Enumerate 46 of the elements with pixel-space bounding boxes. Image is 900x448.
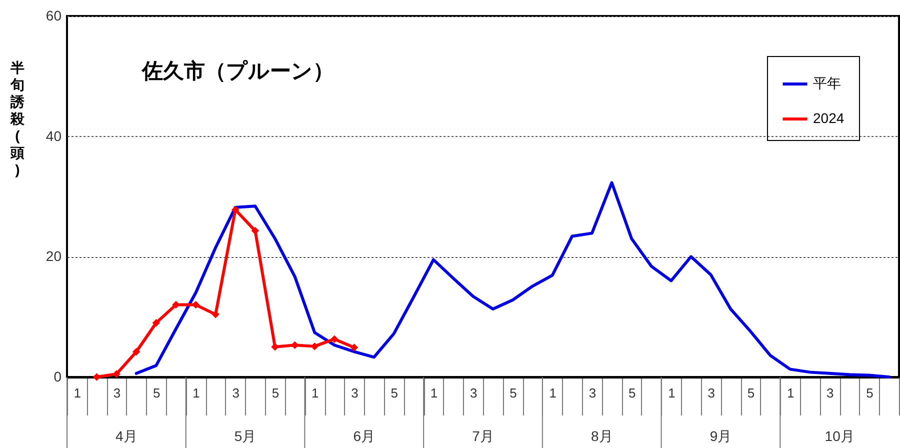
point [350, 344, 358, 352]
x-tick-label: 5 [866, 386, 874, 400]
x-tick-label: 1 [74, 386, 82, 400]
legend-label: 平年 [813, 75, 841, 91]
y-tick-label: 0 [54, 368, 62, 384]
x-tick-label: 3 [351, 386, 358, 400]
x-tick-label: 1 [312, 386, 319, 400]
text: 10月 [824, 428, 854, 444]
text: 7月 [472, 428, 494, 444]
point [212, 310, 220, 318]
x-tick-label: 5 [272, 386, 280, 400]
point [251, 226, 260, 235]
text: 佐久市（プルーン） [141, 59, 334, 83]
x-tick-label: 1 [549, 386, 556, 400]
legend-label: 2024 [813, 110, 844, 126]
x-tick-label: 1 [786, 386, 794, 400]
x-tick-label: 1 [192, 386, 200, 400]
x-tick-label: 5 [747, 386, 755, 400]
x-tick-label: 3 [826, 386, 834, 400]
y-tick-label: 40 [46, 128, 62, 144]
x-tick-label: 3 [588, 386, 596, 400]
text: 6月 [353, 428, 376, 444]
x-tick-label: 1 [668, 386, 676, 400]
y-tick-label: 60 [46, 8, 62, 24]
x-tick-label: 3 [470, 386, 478, 400]
point [310, 342, 318, 350]
line-series [134, 181, 891, 378]
point [330, 335, 338, 343]
point [132, 348, 140, 356]
x-tick-label: 3 [708, 386, 715, 400]
x-tick-label: 5 [390, 386, 398, 400]
x-tick-label: 5 [628, 386, 636, 400]
x-tick-label: 3 [113, 386, 121, 400]
point [112, 370, 120, 378]
text: 4月 [116, 428, 138, 444]
text: 9月 [710, 428, 732, 444]
x-tick-label: 5 [153, 386, 160, 400]
x-tick-label: 1 [430, 386, 438, 400]
point [271, 343, 279, 351]
y-tick-label: 20 [46, 248, 62, 264]
x-tick-label: 5 [510, 386, 517, 400]
y-axis-title: 半旬誘殺(頭) [10, 60, 26, 178]
x-tick-label: 3 [232, 386, 240, 400]
text: 8月 [590, 428, 613, 444]
point [152, 318, 160, 327]
text: 5月 [234, 428, 256, 444]
